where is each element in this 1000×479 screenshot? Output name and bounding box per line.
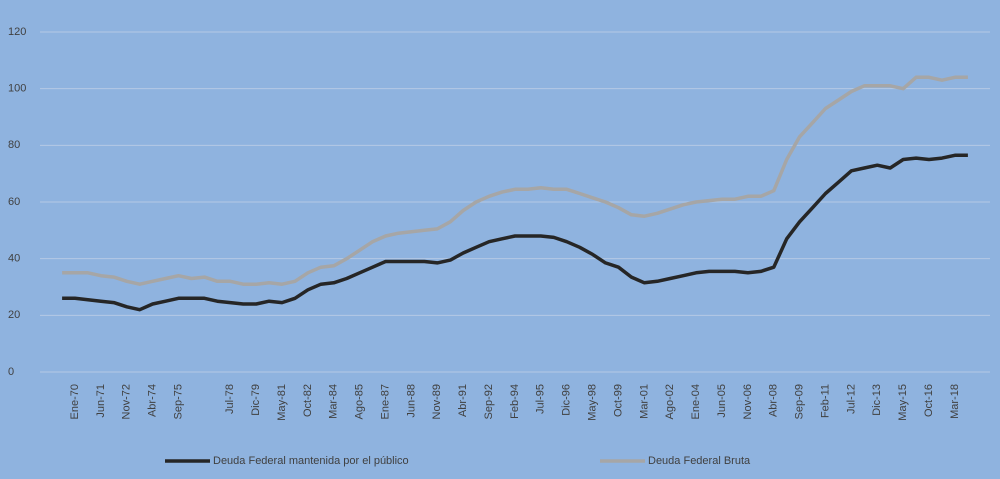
series-line [62,153,968,312]
series-line [62,75,968,286]
x-tick-label: Dic-13 [871,384,883,416]
x-tick-label: Jun-05 [716,384,728,418]
x-tick-label: May-81 [276,384,288,421]
x-tick-label: Feb-94 [509,384,521,419]
x-tick-label: Jul-12 [845,384,857,414]
x-tick-label: Ene-70 [69,384,81,419]
y-tick-label: 60 [8,196,20,208]
legend-label: Deuda Federal mantenida por el público [213,455,409,467]
x-tick-label: Sep-92 [483,384,495,419]
y-tick-label: 100 [8,83,26,95]
x-tick-label: Dic-79 [250,384,262,416]
x-tick-label: Sep-09 [794,384,806,419]
y-tick-label: 120 [8,26,26,38]
x-tick-label: May-98 [587,384,599,421]
x-tick-label: May-15 [897,384,909,421]
y-tick-label: 0 [8,366,14,378]
x-tick-label: Mar-84 [328,384,340,419]
x-tick-label: Jun-71 [95,384,107,418]
x-tick-label: Mar-18 [949,384,961,419]
x-tick-label: Nov-06 [742,384,754,419]
x-tick-label: Jul-78 [224,384,236,414]
x-tick-label: Oct-16 [923,384,935,417]
x-tick-label: Abr-08 [768,384,780,417]
x-tick-label: Mar-01 [638,384,650,419]
x-tick-label: Nov-72 [121,384,133,419]
x-tick-label: Ene-87 [379,384,391,419]
x-tick-label: Sep-75 [172,384,184,419]
legend-label: Deuda Federal Bruta [648,455,751,467]
y-tick-label: 40 [8,253,20,265]
x-tick-label: Ago-85 [354,384,366,419]
y-tick-label: 80 [8,139,20,151]
x-tick-label: Oct-99 [612,384,624,417]
x-tick-label: Feb-11 [819,384,831,418]
y-tick-label: 20 [8,309,20,321]
x-tick-label: Ene-04 [690,384,702,419]
x-tick-label: Oct-82 [302,384,314,417]
x-tick-label: Jul-95 [535,384,547,414]
x-tick-label: Ago-02 [664,384,676,419]
x-tick-label: Abr-91 [457,384,469,417]
x-tick-label: Nov-89 [431,384,443,419]
x-tick-label: Dic-96 [561,384,573,416]
x-tick-label: Abr-74 [147,384,159,417]
x-tick-label: Jun-88 [405,384,417,418]
